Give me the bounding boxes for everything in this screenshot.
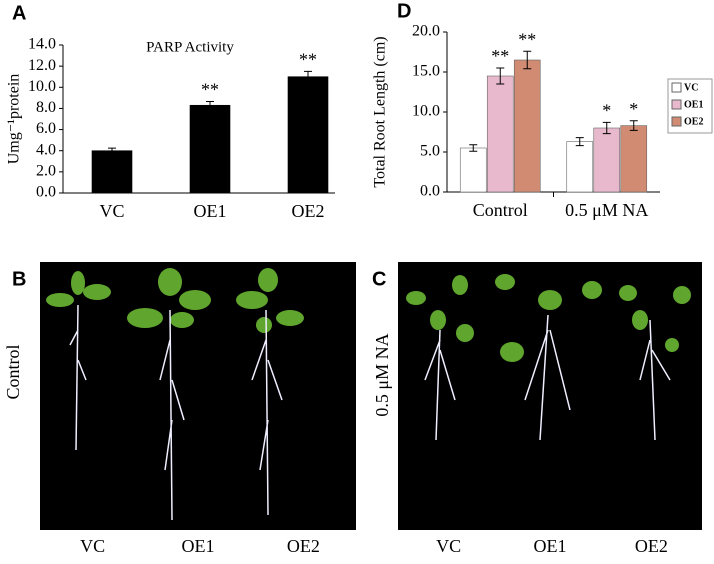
x-tick-label: OE1 xyxy=(194,201,227,221)
legend-swatch xyxy=(671,116,682,127)
condition-label: 0.5 μM NA xyxy=(372,333,392,416)
legend-swatch xyxy=(671,82,682,93)
error-bar xyxy=(575,137,584,147)
genotype-label: OE1 xyxy=(534,536,567,556)
x-tick-label: OE2 xyxy=(292,201,325,221)
legend-label: OE2 xyxy=(684,116,703,127)
significance-mark: * xyxy=(602,101,611,121)
bar xyxy=(566,141,594,193)
genotype-label: OE2 xyxy=(287,536,320,556)
y-tick-label: 6.0 xyxy=(36,120,56,137)
panel-label: C xyxy=(372,268,386,290)
bar xyxy=(486,75,514,193)
y-tick-label: 10.0 xyxy=(28,78,56,95)
plant-illustration xyxy=(406,274,691,441)
bar xyxy=(287,76,329,194)
error-bar xyxy=(469,144,478,152)
y-tick-label: 15.0 xyxy=(412,63,440,80)
error-bar xyxy=(206,101,214,110)
genotype-label: OE2 xyxy=(635,536,668,556)
x-tick-label: VC xyxy=(99,201,124,221)
x-tick-label: 0.5 μM NA xyxy=(565,200,648,220)
y-axis-label: Total Root Length (cm) xyxy=(372,36,389,187)
error-bar xyxy=(523,50,532,70)
bar xyxy=(593,127,621,193)
bar xyxy=(91,150,133,194)
y-tick-label: 4.0 xyxy=(36,141,56,158)
error-bar xyxy=(496,67,505,85)
significance-mark: ** xyxy=(491,46,509,66)
y-tick-label: 0.0 xyxy=(420,183,440,200)
y-tick-label: 2.0 xyxy=(36,163,56,180)
error-bar xyxy=(602,121,611,135)
y-tick-label: 10.0 xyxy=(412,103,440,120)
bar xyxy=(620,125,648,193)
genotype-label: VC xyxy=(436,536,461,556)
significance-mark: ** xyxy=(299,50,317,70)
legend-swatch xyxy=(671,99,682,110)
bar xyxy=(189,104,231,194)
plant-illustration xyxy=(46,268,304,521)
condition-label: Control xyxy=(3,344,23,399)
y-tick-label: 14.0 xyxy=(28,36,56,53)
legend-label: OE1 xyxy=(684,99,703,110)
significance-mark: ** xyxy=(518,29,536,49)
y-tick-label: 0.0 xyxy=(36,184,56,201)
y-tick-label: 8.0 xyxy=(36,99,56,116)
panel-label: B xyxy=(12,268,26,290)
genotype-label: OE1 xyxy=(182,536,215,556)
y-tick-label: 12.0 xyxy=(28,57,56,74)
significance-mark: * xyxy=(629,99,638,119)
genotype-label: VC xyxy=(80,536,105,556)
y-axis-label: Umg⁻¹protein xyxy=(6,74,23,165)
chart-title: PARP Activity xyxy=(146,39,234,55)
significance-mark: ** xyxy=(201,80,219,100)
panel-label: D xyxy=(397,0,411,22)
error-bar xyxy=(629,120,638,131)
bar xyxy=(513,59,541,193)
bar xyxy=(459,147,487,193)
legend-label: VC xyxy=(684,82,698,93)
x-tick-label: Control xyxy=(473,200,528,220)
y-tick-label: 5.0 xyxy=(420,143,440,160)
error-bar xyxy=(304,70,312,83)
panel-label: A xyxy=(12,2,26,24)
y-tick-label: 20.0 xyxy=(412,23,440,40)
error-bar xyxy=(108,147,116,154)
